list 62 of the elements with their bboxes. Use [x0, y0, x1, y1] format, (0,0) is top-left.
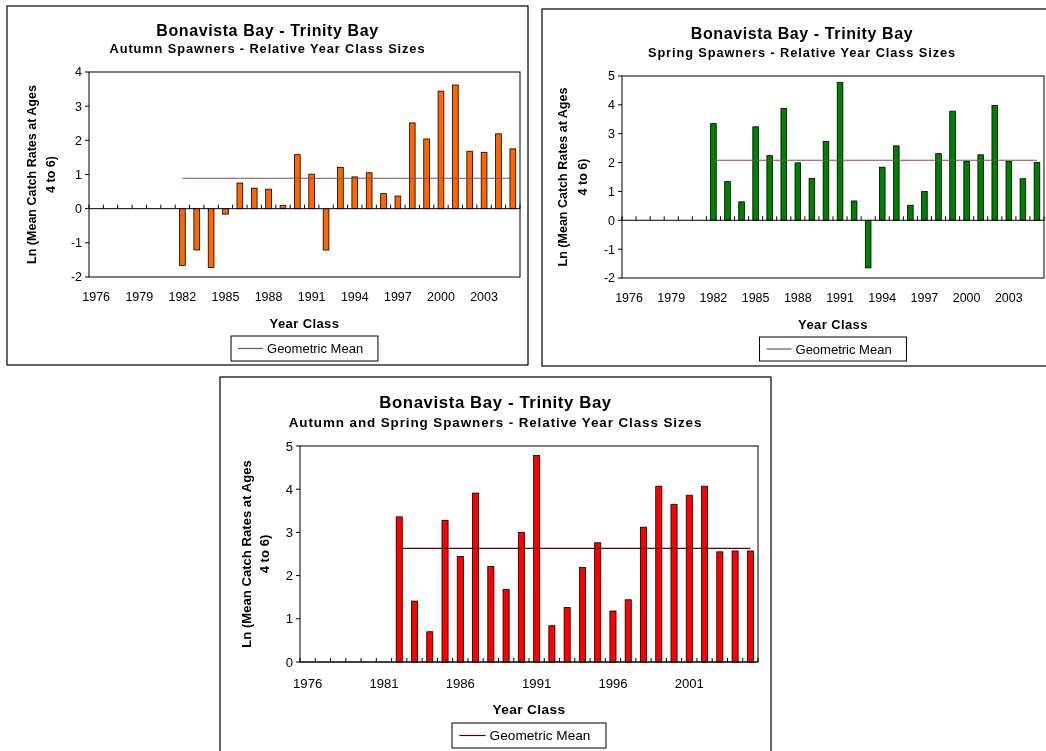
- x-tick-label: 1991: [826, 291, 854, 306]
- y-tick-label: -2: [70, 270, 83, 285]
- y-tick-label: 5: [608, 69, 616, 84]
- legend-label: Geometric Mean: [795, 341, 892, 357]
- chart-subtitle: Autumn Spawners - Relative Year Class Sizes: [109, 41, 426, 57]
- x-tick-label: 1982: [699, 291, 728, 306]
- y-axis-title: Ln (Mean Catch Rates at Ages 4 to 6): [238, 460, 272, 648]
- chart-subtitle: Autumn and Spring Spawners - Relative Year Class Sizes: [288, 414, 703, 430]
- y-tick-label: 3: [608, 127, 616, 142]
- legend-label: Geometric Mean: [267, 341, 364, 357]
- y-tick-label: 1: [285, 611, 293, 627]
- y-tick-label: 1: [608, 184, 616, 199]
- x-tick-label: 2001: [674, 675, 704, 691]
- chart-title: Bonavista Bay - Trinity Bay: [156, 21, 379, 39]
- y-tick-label: 0: [285, 654, 293, 670]
- x-tick-label: 2000: [952, 291, 981, 306]
- y-tick-label: 4: [608, 98, 616, 113]
- x-tick-label: 1991: [522, 675, 552, 691]
- chart-title: Bonavista Bay - Trinity Bay: [379, 392, 612, 412]
- x-tick-label: 1985: [211, 290, 240, 305]
- x-tick-label: 1996: [598, 675, 628, 691]
- x-tick-label: 1976: [615, 291, 643, 306]
- x-tick-label: 1991: [297, 290, 326, 305]
- x-tick-label: 2003: [470, 290, 499, 305]
- x-tick-label: 1981: [369, 675, 399, 691]
- y-axis-title: Ln (Mean Catch Rates at Ages 4 to 6): [556, 87, 591, 267]
- x-tick-label: 1994: [340, 290, 369, 305]
- y-tick-label: 2: [75, 133, 83, 148]
- chart-subtitle: Spring Spawners - Relative Year Class Sizes: [647, 45, 957, 61]
- x-tick-label: 1988: [254, 290, 283, 305]
- y-tick-label: -2: [603, 271, 616, 286]
- x-tick-label: 1979: [657, 291, 686, 306]
- x-tick-label: 1982: [168, 290, 197, 305]
- x-tick-label: 1979: [125, 290, 154, 305]
- x-tick-label: 1997: [383, 290, 412, 305]
- chart-title: Bonavista Bay - Trinity Bay: [690, 24, 914, 42]
- y-tick-label: 4: [75, 65, 83, 80]
- x-tick-label: 1988: [783, 291, 812, 306]
- x-axis-title: Year Class: [798, 316, 868, 332]
- x-axis-title: Year Class: [492, 701, 566, 717]
- legend-label: Geometric Mean: [489, 728, 591, 744]
- y-tick-label: 3: [285, 524, 293, 540]
- x-tick-label: 1986: [445, 675, 475, 691]
- y-tick-label: 1: [75, 167, 83, 182]
- x-tick-label: 2000: [427, 290, 455, 305]
- y-axis-title: Ln (Mean Catch Rates at Ages 4 to 6): [25, 85, 59, 264]
- y-tick-label: 5: [285, 438, 293, 454]
- x-tick-label: 1976: [293, 675, 323, 691]
- y-tick-label: 0: [608, 213, 616, 228]
- y-tick-label: -1: [603, 242, 616, 257]
- x-tick-label: 1994: [868, 291, 897, 306]
- x-tick-label: 1976: [82, 290, 111, 305]
- y-tick-label: -1: [70, 236, 83, 251]
- y-tick-label: 2: [285, 568, 293, 584]
- x-tick-label: 1997: [910, 291, 939, 306]
- y-tick-label: 4: [285, 481, 293, 497]
- y-tick-label: 2: [608, 155, 616, 170]
- y-tick-label: 3: [75, 99, 83, 114]
- x-axis-title: Year Class: [269, 315, 340, 331]
- y-tick-label: 0: [75, 202, 83, 217]
- x-tick-label: 2003: [994, 291, 1023, 306]
- x-tick-label: 1985: [741, 291, 770, 306]
